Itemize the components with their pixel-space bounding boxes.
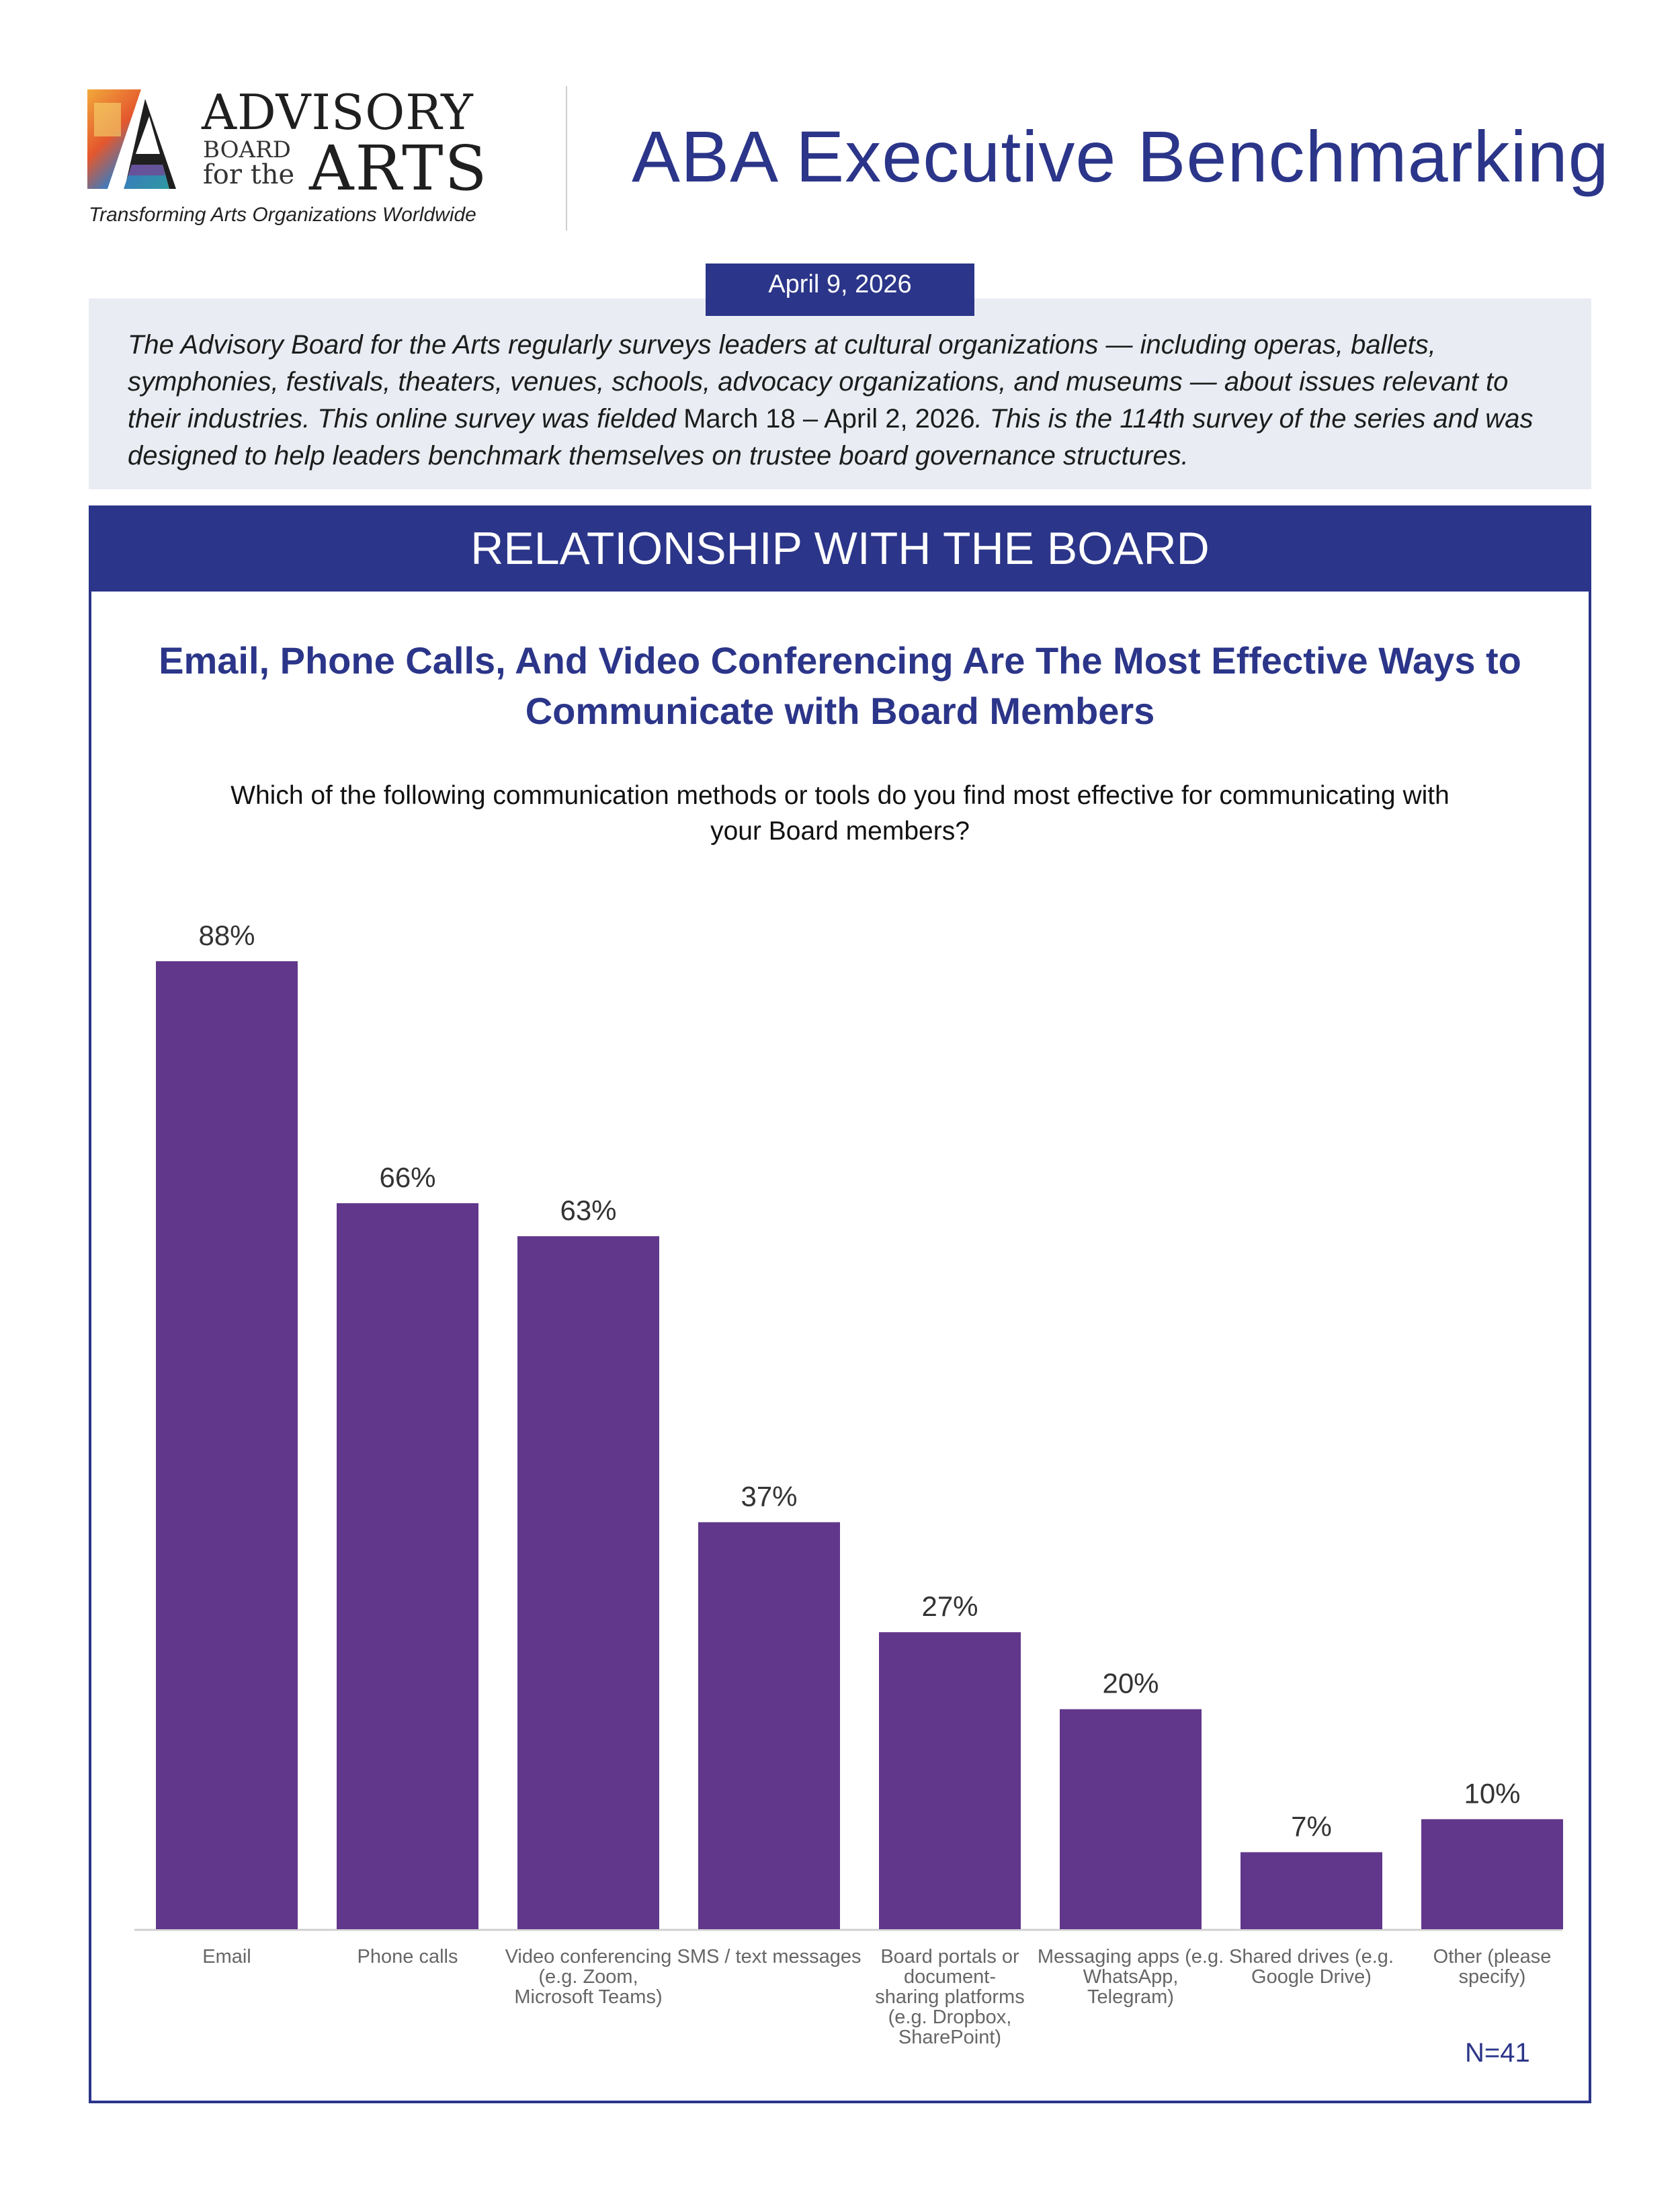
page-title: ABA Executive Benchmarking [632,116,1609,197]
data-label-3: 63% [560,1194,616,1226]
chart-headline: Email, Phone Calls, And Video Conferenci… [159,639,1521,732]
logo-tagline: Transforming Arts Organizations Worldwid… [89,204,476,226]
category-label-2: Phone calls [358,1946,458,1968]
category-label-4: SMS / text messages [677,1946,862,1968]
section-title: RELATIONSHIP WITH THE BOARD [89,505,1591,592]
bar-6 [1060,1709,1202,1929]
data-label-6: 20% [1102,1668,1159,1699]
data-label-7: 7% [1291,1810,1332,1842]
date-badge: April 9, 2026 [706,263,974,316]
logo-forthe-text: for the [203,159,295,190]
bar-1 [156,961,298,1929]
bar-5 [879,1632,1021,1929]
aba-logo: ADVISORY BOARD for the ARTS Transforming… [87,84,497,232]
bar-7 [1241,1852,1382,1929]
intro-text: The Advisory Board for the Arts regularl… [89,298,1591,489]
logo-board-text: BOARD [203,136,291,163]
intro-part1: The Advisory Board for the Arts regularl… [128,330,1509,434]
bar-3 [517,1236,659,1929]
category-label-5: Board portals or document-sharing platfor… [875,1946,1024,2048]
sample-size: N=41 [1465,2038,1530,2068]
category-label-8: Other (please specify) [1433,1946,1552,1988]
category-label-7: Shared drives (e.g. Google Drive) [1229,1946,1394,1988]
header-divider [566,86,567,231]
logo-mark-icon [87,89,187,189]
intro-dates: March 18 – April 2, 2026 [683,404,975,434]
category-label-1: Email [202,1946,251,1968]
category-label-3: Video conferencing (e.g. Zoom, Microsoft T… [505,1946,672,2008]
bar-4 [698,1522,840,1929]
data-label-5: 27% [921,1590,978,1622]
data-label-4: 37% [741,1481,797,1512]
intro-part2: . This is the 114th survey of the series… [128,404,1534,471]
logo-advisory-text: ADVISORY [202,84,474,140]
logo-arts-text: ARTS [309,132,489,204]
survey-question: Which of the following communication met… [230,781,1450,846]
data-label-1: 88% [198,920,255,951]
data-label-2: 66% [379,1162,435,1193]
bar-2 [337,1203,478,1929]
data-label-8: 10% [1464,1777,1520,1809]
bar-8 [1421,1819,1563,1929]
category-label-6: Messaging apps (e.g. WhatsApp, Telegram) [1038,1946,1224,2008]
